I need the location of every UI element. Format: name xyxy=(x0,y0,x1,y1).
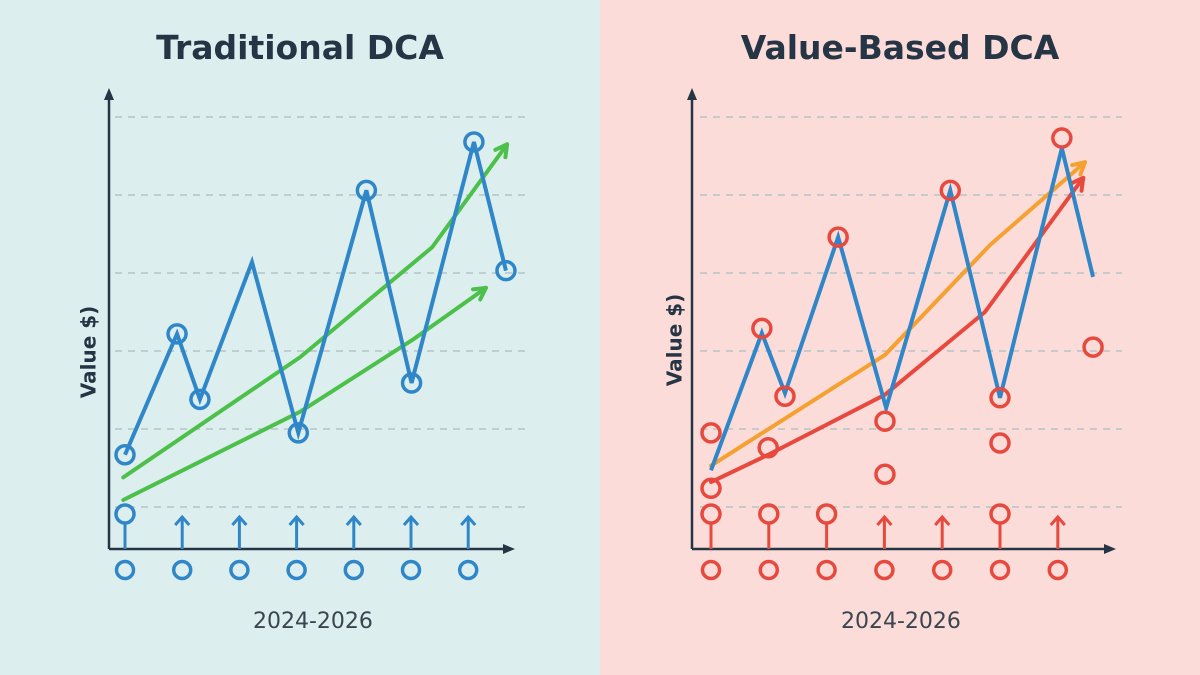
trend-line xyxy=(121,142,510,480)
x-axis-arrowhead xyxy=(503,544,515,554)
price-point-marker xyxy=(114,443,136,466)
buy-arrow-head xyxy=(934,514,951,526)
investment-period-marker xyxy=(816,559,837,581)
trend-arrowhead xyxy=(1069,175,1086,193)
chart-title: Value-Based DCA xyxy=(740,28,1060,67)
price-line xyxy=(709,147,1096,472)
value-point-marker xyxy=(774,385,796,407)
investment-period-marker xyxy=(229,559,250,581)
buy-arrow-head xyxy=(460,514,477,526)
investment-period-marker xyxy=(114,559,136,581)
investment-period-marker xyxy=(700,559,722,581)
investment-period-marker xyxy=(874,559,895,581)
buy-arrow-head xyxy=(288,514,305,526)
investment-period-marker xyxy=(758,559,780,581)
value-point-marker xyxy=(827,226,849,248)
investment-period-marker xyxy=(931,559,953,581)
trend-arrowhead xyxy=(471,285,488,302)
buy-arrow-head xyxy=(345,514,362,526)
y-axis-arrowhead xyxy=(687,88,697,100)
value-point-marker xyxy=(874,410,896,432)
traditional-dca-chart xyxy=(104,88,525,581)
buy-circle-marker xyxy=(700,503,722,525)
buy-circle-marker xyxy=(114,503,136,525)
investment-period-marker xyxy=(989,559,1011,581)
x-axis-arrowhead xyxy=(1104,544,1116,554)
investment-period-marker xyxy=(286,559,307,581)
traditional-dca-panel: Traditional DCA Value $) 2024-2026 xyxy=(0,0,600,675)
price-point-marker xyxy=(400,372,423,394)
price-point-marker xyxy=(287,422,310,444)
value-point-marker xyxy=(874,463,896,485)
value-point-marker xyxy=(989,387,1011,409)
buy-arrow-head xyxy=(1049,514,1066,526)
price-point-marker xyxy=(189,388,211,411)
trend-line xyxy=(709,175,1086,485)
buy-circle-marker xyxy=(989,503,1011,525)
value-based-dca-panel: Value-Based DCA Value $) 2024-2026 xyxy=(600,0,1200,675)
value-point-marker xyxy=(757,436,779,459)
x-axis-label: 2024-2026 xyxy=(841,609,961,634)
investment-period-marker xyxy=(457,559,479,581)
price-point-marker xyxy=(495,259,517,282)
price-point-marker xyxy=(166,323,188,345)
buy-arrow-head xyxy=(876,514,893,526)
y-axis-arrowhead xyxy=(104,88,114,100)
trend-line xyxy=(709,160,1087,468)
buy-arrow-head xyxy=(231,514,248,526)
price-point-marker xyxy=(355,179,378,202)
buy-arrow-head xyxy=(174,514,191,526)
buy-circle-marker xyxy=(758,503,780,525)
trend-arrowhead xyxy=(493,142,510,160)
price-point-marker xyxy=(463,131,485,153)
investment-period-marker xyxy=(1047,559,1069,581)
value-point-marker xyxy=(751,317,773,340)
trend-line xyxy=(121,285,488,502)
value-point-marker xyxy=(1051,127,1073,149)
x-axis-label: 2024-2026 xyxy=(253,609,373,634)
value-point-marker xyxy=(939,179,962,202)
investment-period-marker xyxy=(400,559,422,581)
investment-period-marker xyxy=(171,559,193,581)
buy-circle-marker xyxy=(815,503,838,525)
value-point-marker xyxy=(1082,336,1104,358)
trend-arrowhead xyxy=(1070,160,1087,177)
value-based-dca-chart xyxy=(687,88,1122,581)
investment-period-marker xyxy=(343,559,365,581)
price-line xyxy=(123,141,508,456)
value-point-marker xyxy=(700,477,722,500)
chart-title: Traditional DCA xyxy=(156,28,444,67)
buy-arrow-head xyxy=(402,514,420,526)
value-point-marker xyxy=(700,422,722,444)
value-point-marker xyxy=(989,432,1011,454)
